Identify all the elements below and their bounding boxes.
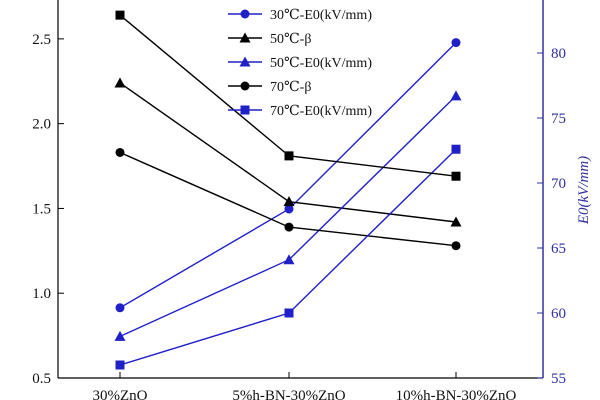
legend-marker xyxy=(240,9,250,19)
series-3 xyxy=(115,147,461,251)
x-tick-label: 10%h-BN-30%ZnO xyxy=(396,388,517,400)
x-tick-label: 30%ZnO xyxy=(93,388,148,400)
data-point xyxy=(283,254,295,265)
legend-label: 70℃-E0(kV/mm) xyxy=(270,104,372,119)
left-tick-label: 1.5 xyxy=(32,201,51,217)
left-tick-label: 2.0 xyxy=(32,117,51,133)
legend-marker xyxy=(239,56,251,67)
series-4 xyxy=(115,144,461,370)
legend-marker xyxy=(239,32,251,43)
data-point xyxy=(115,147,125,157)
data-point xyxy=(114,77,126,88)
legend-marker xyxy=(240,81,250,91)
right-tick-label: 65 xyxy=(551,241,566,257)
right-tick-label: 55 xyxy=(551,371,566,387)
data-point xyxy=(451,38,461,48)
left-tick-label: 2.5 xyxy=(32,32,51,48)
data-point xyxy=(451,241,461,251)
data-point xyxy=(114,330,126,341)
data-point xyxy=(451,144,461,154)
series-5 xyxy=(115,10,461,181)
data-point xyxy=(283,196,295,207)
x-tick-label: 5%h-BN-30%ZnO xyxy=(232,388,345,400)
right-tick-label: 80 xyxy=(551,46,566,62)
data-point xyxy=(284,222,294,232)
series-0 xyxy=(115,38,461,313)
data-point xyxy=(451,171,461,181)
legend-label: 30℃-E0(kV/mm) xyxy=(270,8,372,23)
data-point xyxy=(115,360,125,370)
data-point xyxy=(115,303,125,313)
data-point xyxy=(284,151,294,161)
legend-label: 50℃-β xyxy=(270,32,311,47)
series-2 xyxy=(114,90,462,341)
data-point xyxy=(450,216,462,227)
data-point xyxy=(450,90,462,101)
data-point xyxy=(284,308,294,318)
data-point xyxy=(115,10,125,20)
right-axis-label: E0(kV/mm) xyxy=(576,156,592,225)
legend: 30℃-E0(kV/mm) 50℃-β 50℃-E0(kV/mm) 70℃-β 70℃-… xyxy=(228,8,372,119)
legend-label: 70℃-β xyxy=(270,80,311,95)
legend-marker xyxy=(240,105,250,115)
data-point xyxy=(284,204,294,214)
right-tick-label: 75 xyxy=(551,111,566,127)
legend-label: 50℃-E0(kV/mm) xyxy=(270,56,372,71)
right-tick-label: 60 xyxy=(551,306,566,322)
left-tick-label: 0.5 xyxy=(32,371,51,387)
series-1 xyxy=(114,77,462,227)
left-tick-label: 1.0 xyxy=(32,286,51,302)
right-tick-label: 70 xyxy=(551,176,566,192)
